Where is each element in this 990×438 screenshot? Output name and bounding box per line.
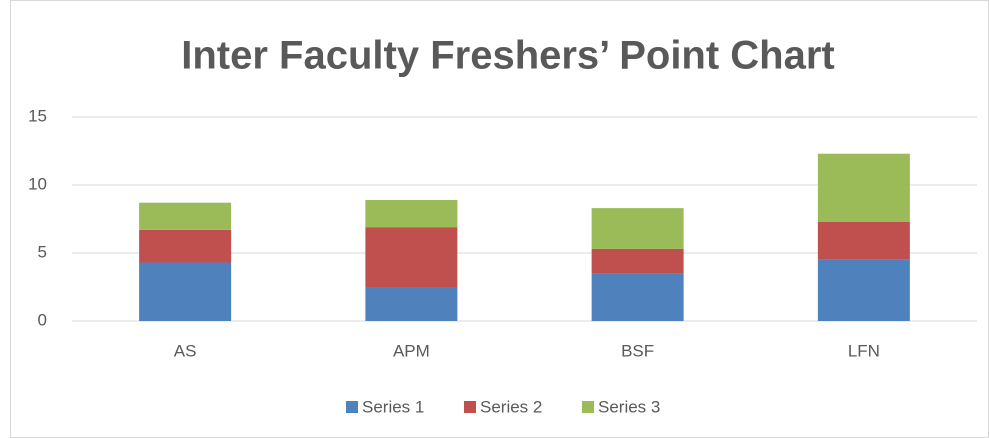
bar-segment: [591, 273, 684, 321]
x-tick-label: AS: [174, 341, 197, 360]
y-tick-label: 0: [38, 310, 47, 329]
legend-label: Series 3: [598, 397, 660, 416]
y-tick-label: 15: [28, 106, 47, 125]
bar-segment: [365, 287, 458, 321]
bar-segment: [591, 208, 684, 249]
legend-swatch: [346, 401, 358, 413]
chart-title: Inter Faculty Freshers’ Point Chart: [181, 34, 835, 78]
bar-segment: [365, 199, 458, 228]
bar-segment: [591, 248, 684, 274]
x-tick-label: APM: [393, 341, 430, 360]
bar-segment: [817, 153, 910, 222]
legend-label: Series 1: [362, 397, 424, 416]
bar-segment: [817, 259, 910, 321]
x-tick-label: BSF: [621, 341, 654, 360]
y-tick-label: 5: [38, 242, 47, 261]
bar-segment: [365, 227, 458, 287]
x-tick-label: LFN: [848, 341, 880, 360]
bar-segment: [817, 221, 910, 260]
legend-swatch: [582, 401, 594, 413]
y-tick-label: 10: [28, 174, 47, 193]
legend-swatch: [464, 401, 476, 413]
legend-label: Series 2: [480, 397, 542, 416]
bar-segment: [139, 202, 232, 230]
bar-segment: [139, 229, 232, 263]
bar-segment: [139, 262, 232, 321]
